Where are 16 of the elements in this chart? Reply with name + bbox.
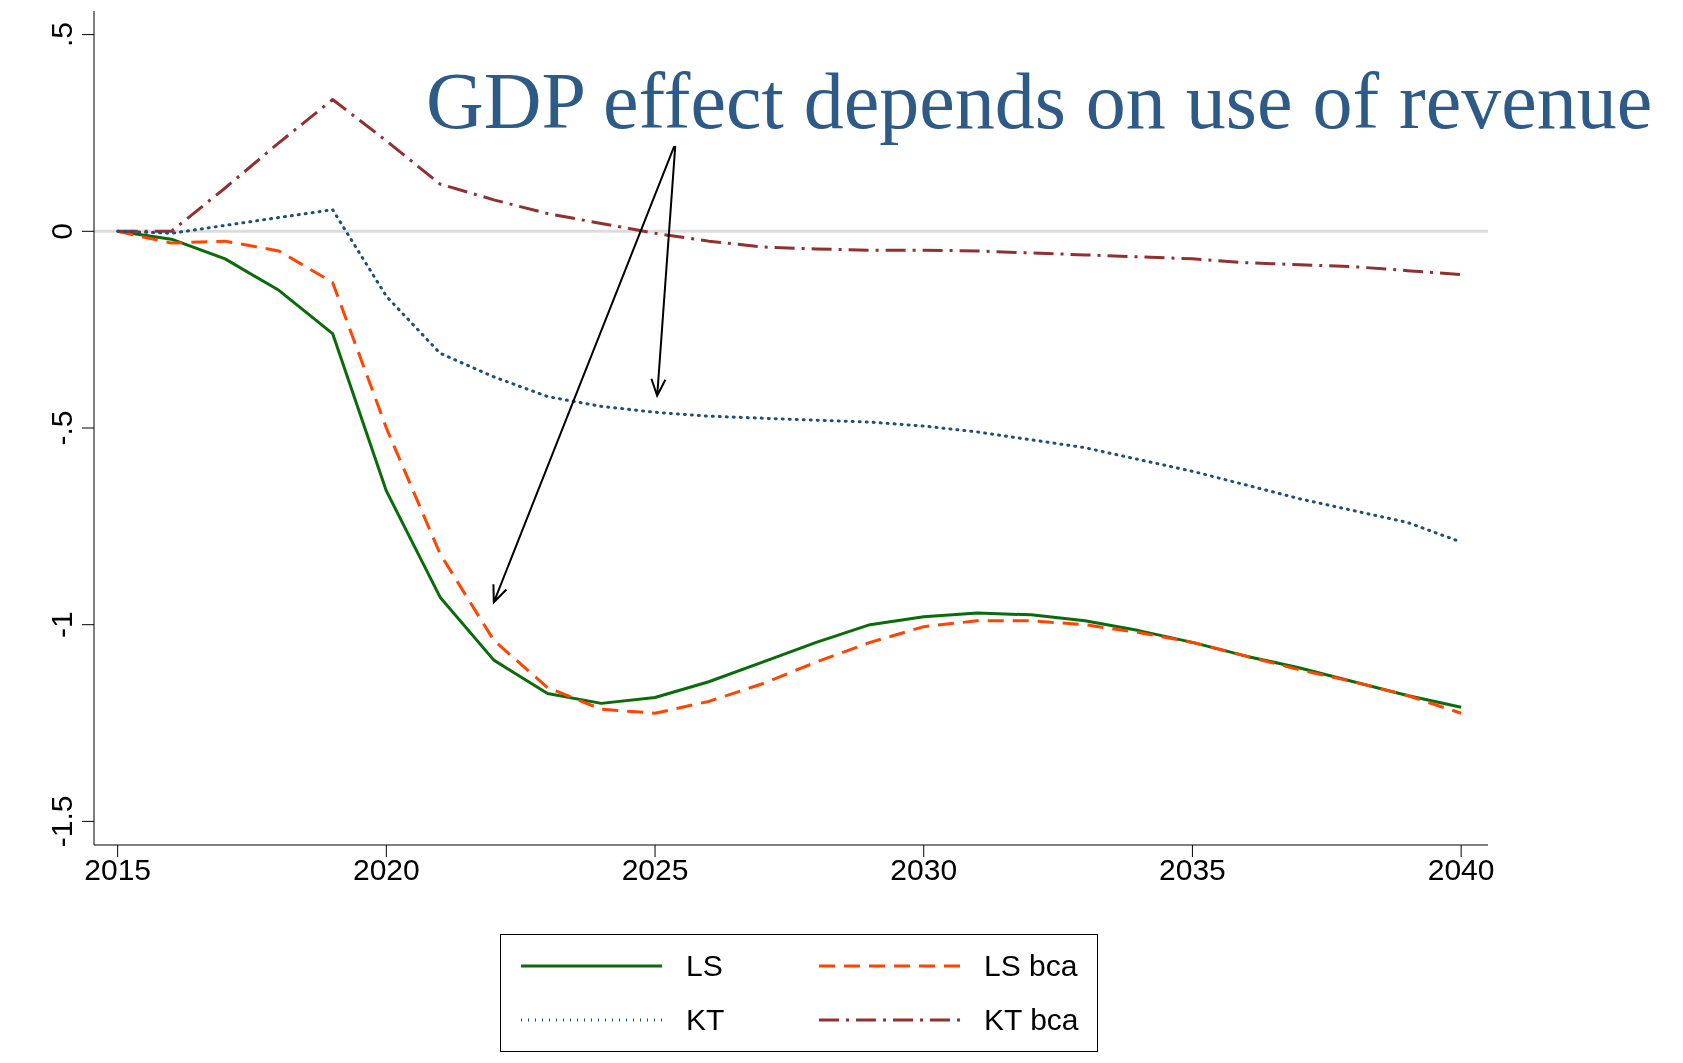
y-tick-label: -1.5 <box>45 795 78 848</box>
x-tick-label: 2015 <box>84 853 152 887</box>
legend-label: KT <box>686 1003 725 1037</box>
legend-label: LS <box>686 949 723 983</box>
x-tick-label: 2030 <box>890 853 958 887</box>
x-tick-label: 2035 <box>1159 853 1226 887</box>
legend-label: LS bca <box>984 949 1078 983</box>
annotation: GDP effect depends on use of revenue <box>418 56 1661 146</box>
x-tick-label: 2025 <box>621 853 689 887</box>
y-tick-label: -1 <box>45 611 78 639</box>
y-tick-label: .5 <box>45 22 78 48</box>
x-tick-label: 2020 <box>352 853 420 887</box>
x-tick-label: 2040 <box>1427 853 1495 887</box>
y-tick-label: 0 <box>45 222 78 240</box>
legend-label: KT bca <box>984 1003 1079 1037</box>
y-tick-label: -.5 <box>45 410 78 446</box>
